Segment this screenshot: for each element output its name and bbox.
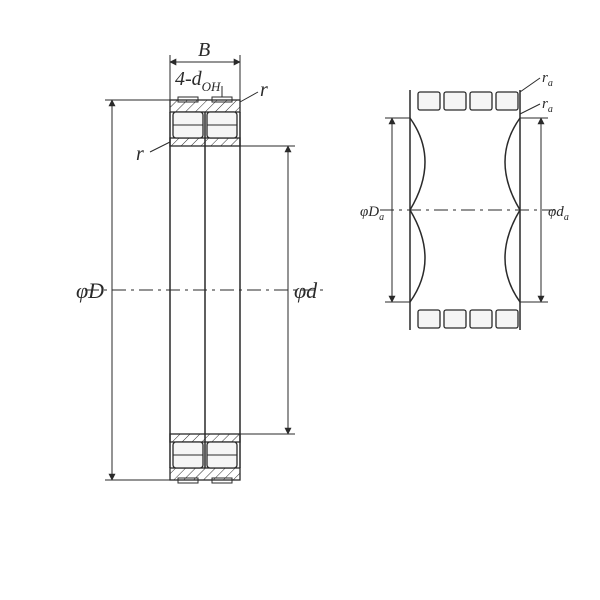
label-ra-top-sub: a <box>548 78 553 89</box>
svg-text:ra: ra <box>542 70 553 89</box>
label-phi-da-sub: a <box>564 212 569 223</box>
label-phi-Da-main: φD <box>360 204 379 220</box>
label-ra-mid: ra <box>520 96 553 115</box>
label-ra-mid-sub: a <box>548 104 553 115</box>
label-holes-main: 4-d <box>175 68 203 90</box>
label-r-left: r <box>136 142 170 165</box>
svg-text:φda: φda <box>548 204 569 223</box>
label-holes-sub: OH <box>202 79 221 94</box>
label-r-top-right: r <box>240 79 268 102</box>
svg-text:ra: ra <box>542 96 553 115</box>
label-r-l: r <box>136 143 144 165</box>
main-view: B 4-dOH r r φD φd <box>76 39 325 483</box>
label-r-tr: r <box>260 79 268 101</box>
svg-text:4-dOH: 4-dOH <box>175 68 221 94</box>
label-B: B <box>198 39 210 61</box>
label-phi-D: φD <box>76 278 104 303</box>
label-phi-d: φd <box>294 278 318 303</box>
aux-view: ra ra φDa φda <box>360 70 569 330</box>
svg-text:φDa: φDa <box>360 204 384 223</box>
label-phi-da-main: φd <box>548 204 564 220</box>
label-phi-Da-sub: a <box>379 212 384 223</box>
label-ra-top: ra <box>520 70 553 92</box>
bearing-diagram: B 4-dOH r r φD φd <box>0 0 600 600</box>
label-holes: 4-dOH <box>175 68 222 97</box>
